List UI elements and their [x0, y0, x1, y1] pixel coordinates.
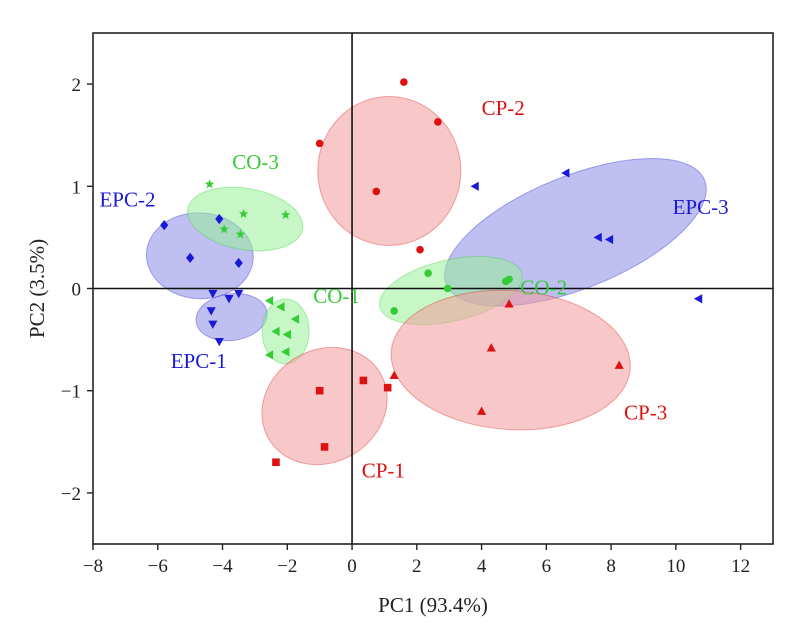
point-co-2: [505, 275, 513, 284]
point-cp-3: [476, 406, 487, 415]
label-epc-2: EPC-2: [99, 188, 155, 212]
x-tick-label: 4: [477, 556, 487, 577]
label-co-2: CO-2: [520, 276, 567, 300]
point-co-1: [264, 296, 274, 306]
point-co-1: [264, 350, 274, 360]
point-epc-3: [470, 181, 479, 191]
point-epc-1: [224, 295, 234, 304]
y-tick-label: 2: [72, 75, 82, 96]
x-tick-label: −6: [148, 556, 168, 577]
group-labels-layer: EPC-1 EPC-2 EPC-3 CO-1 CO-2 CO-3 CP-1 CP-2 CP-3: [99, 96, 728, 483]
point-cp-2: [372, 187, 381, 196]
point-epc-2: [234, 257, 243, 269]
point-epc-3: [604, 234, 614, 245]
point-co-1: [282, 329, 291, 340]
point-cp-1: [383, 383, 392, 392]
point-co-1: [290, 314, 300, 324]
point-cp-2: [400, 78, 408, 86]
ellipse-cp-2: [317, 95, 462, 246]
point-co-1: [271, 326, 280, 337]
x-tick-label: 2: [412, 556, 422, 577]
x-axis-title: PC1 (93.4%): [378, 593, 488, 617]
point-cp-3: [614, 360, 624, 369]
point-cp-1: [272, 458, 280, 467]
y-tick-label: 1: [72, 177, 82, 198]
ellipse-cp-1: [261, 346, 388, 466]
point-cp-2: [416, 245, 424, 254]
y-axis-title: PC2 (3.5%): [25, 239, 49, 338]
ellipse-co-1: [261, 298, 310, 365]
point-co-3: [238, 208, 249, 218]
label-co-1: CO-1: [313, 284, 360, 308]
point-epc-2: [186, 252, 195, 263]
x-tick-label: 0: [347, 556, 357, 577]
point-co-3: [235, 229, 246, 239]
point-co-3: [280, 209, 291, 219]
label-cp-2: CP-2: [482, 96, 525, 120]
point-cp-2: [434, 118, 442, 126]
point-epc-3: [693, 294, 703, 304]
y-tick-label: −1: [61, 382, 81, 403]
y-tick-label: −2: [61, 484, 81, 505]
point-co-2: [424, 269, 432, 277]
label-cp-1: CP-1: [362, 459, 405, 483]
point-epc-3: [593, 232, 602, 242]
point-cp-3: [389, 370, 399, 380]
point-epc-2: [215, 213, 224, 225]
x-tick-label: 10: [666, 556, 685, 577]
point-cp-3: [486, 343, 496, 352]
point-epc-1: [208, 320, 218, 329]
x-tick-label: 12: [731, 556, 750, 577]
label-cp-3: CP-3: [624, 400, 667, 424]
label-epc-3: EPC-3: [673, 195, 729, 219]
point-epc-1: [234, 289, 244, 299]
point-epc-3: [561, 168, 570, 178]
ellipse-cp-3: [390, 289, 631, 431]
y-tick-label: 0: [72, 280, 82, 301]
x-tick-label: 6: [542, 556, 552, 577]
x-tick-label: −4: [212, 556, 233, 577]
point-cp-3: [504, 299, 514, 308]
point-co-2: [390, 307, 398, 315]
point-cp-2: [315, 139, 324, 148]
label-co-3: CO-3: [232, 150, 279, 174]
label-epc-1: EPC-1: [171, 349, 227, 373]
point-cp-1: [359, 376, 368, 385]
points-layer: [160, 78, 703, 467]
ellipse-co-3: [187, 186, 304, 252]
point-co-3: [204, 179, 215, 189]
x-tick-label: 8: [606, 556, 616, 577]
point-epc-1: [208, 289, 218, 299]
x-tick-label: −8: [83, 556, 103, 577]
point-epc-1: [214, 337, 224, 347]
x-tick-label: −2: [277, 556, 297, 577]
point-co-1: [281, 347, 290, 357]
point-co-3: [219, 224, 229, 234]
point-epc-2: [160, 220, 169, 231]
point-co-2: [443, 284, 452, 293]
point-cp-1: [315, 386, 324, 395]
reference-lines: [93, 33, 773, 544]
point-co-1: [276, 302, 285, 312]
ellipses-layer: [145, 95, 707, 466]
point-epc-1: [206, 307, 216, 316]
point-cp-1: [320, 443, 329, 451]
